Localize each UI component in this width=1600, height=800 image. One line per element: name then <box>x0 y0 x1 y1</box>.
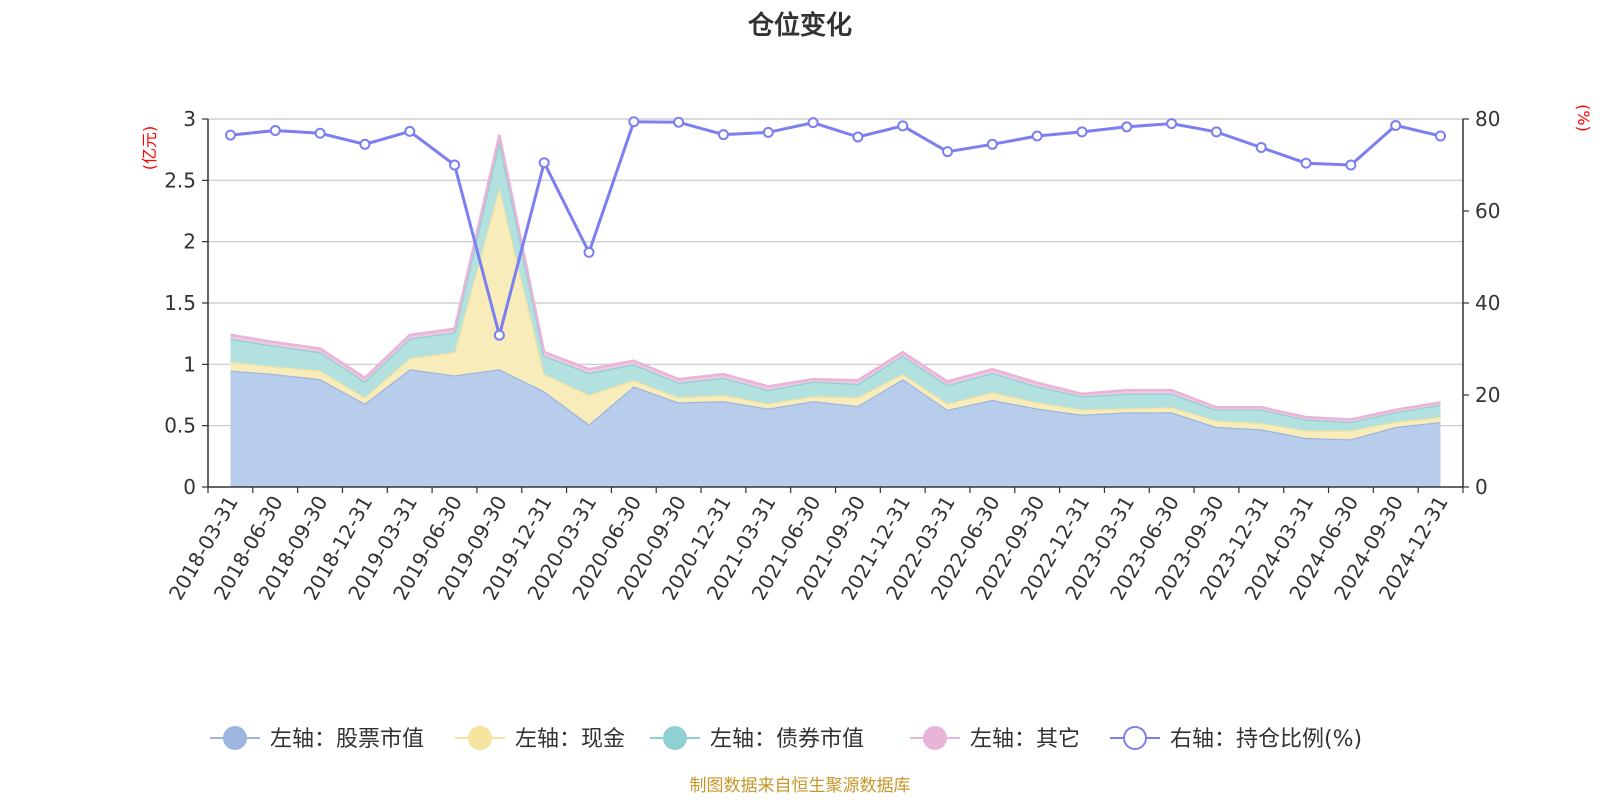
ratio-point <box>1435 130 1446 142</box>
legend-item-5[interactable]: 右轴：持仓比例(%) <box>1110 726 1362 752</box>
ratio-point <box>942 146 954 158</box>
ratio-point <box>583 246 595 258</box>
legend: 左轴：股票市值 左轴：现金 左轴：债券市值 左轴：其它 右轴：持仓比例(%) <box>210 726 1362 752</box>
ratio-point <box>897 120 909 132</box>
ratio-point <box>673 116 685 128</box>
legend-label: 右轴：持仓比例(%) <box>1170 727 1362 752</box>
right-axis-tick-label: 0 <box>1475 475 1488 499</box>
left-axis-tick-label: 1 <box>183 352 196 376</box>
legend-marker-icon <box>663 726 687 750</box>
right-axis-tick-label: 20 <box>1475 383 1500 407</box>
ratio-point <box>1300 157 1312 169</box>
ratio-point <box>225 129 236 141</box>
ratio-point <box>762 126 774 138</box>
ratio-point <box>628 116 640 128</box>
ratio-point <box>807 117 819 129</box>
ratio-point <box>538 157 550 169</box>
ratio-point <box>1390 119 1402 131</box>
right-axis-tick-label: 60 <box>1475 199 1500 223</box>
left-axis-tick-label: 0.5 <box>164 414 196 438</box>
ratio-line <box>230 120 1441 342</box>
ratio-point <box>717 129 729 141</box>
right-axis-unit: (%) <box>1574 104 1593 132</box>
left-axis-tick-label: 2.5 <box>164 168 196 192</box>
left-axis-tick-label: 0 <box>183 475 196 499</box>
legend-marker-icon <box>1123 726 1147 750</box>
left-axis-tick-label: 2 <box>183 230 196 254</box>
data-source-footer: 制图数据来自恒生聚源数据库 <box>690 776 911 796</box>
legend-item-4[interactable]: 左轴：其它 <box>910 726 1080 752</box>
right-axis-tick-label: 40 <box>1475 291 1500 315</box>
ratio-point <box>1121 121 1133 133</box>
ratio-point <box>1076 126 1088 138</box>
ratio-line-series <box>225 116 1446 342</box>
area-series <box>230 134 1441 487</box>
area-3-fill <box>230 141 1441 431</box>
legend-item-3[interactable]: 左轴：债券市值 <box>650 726 864 752</box>
ratio-point <box>493 329 505 341</box>
ratio-point <box>1255 142 1267 154</box>
ratio-point <box>404 125 416 137</box>
ratio-point <box>1345 159 1357 171</box>
legend-label: 左轴：债券市值 <box>710 727 864 752</box>
left-axis-unit: (亿元) <box>140 126 159 171</box>
ratio-point <box>852 131 864 143</box>
area-4-edge <box>230 134 1441 421</box>
chart-title: 仓位变化 <box>747 10 852 41</box>
legend-marker-icon <box>923 726 947 750</box>
area-2-fill <box>230 187 1441 440</box>
ratio-point <box>986 138 998 150</box>
right-axis-tick-label: 80 <box>1475 107 1500 131</box>
ratio-point <box>1166 118 1178 130</box>
ratio-point <box>1031 130 1043 142</box>
legend-item-1[interactable]: 左轴：股票市值 <box>210 726 424 752</box>
left-axis-tick-label: 1.5 <box>164 291 196 315</box>
legend-item-2[interactable]: 左轴：现金 <box>455 726 625 752</box>
legend-label: 左轴：其它 <box>970 727 1080 752</box>
axes: 00.511.522.530204060802018-03-312018-06-… <box>164 107 1501 604</box>
legend-label: 左轴：现金 <box>515 727 625 752</box>
ratio-point <box>359 138 371 150</box>
ratio-point <box>449 159 461 171</box>
legend-marker-icon <box>468 726 492 750</box>
ratio-point <box>314 127 326 139</box>
area-1-fill <box>230 369 1441 487</box>
legend-marker-icon <box>223 726 247 750</box>
ratio-point <box>269 125 281 136</box>
ratio-point <box>1210 126 1222 138</box>
legend-label: 左轴：股票市值 <box>270 727 424 752</box>
left-axis-tick-label: 3 <box>183 107 196 131</box>
